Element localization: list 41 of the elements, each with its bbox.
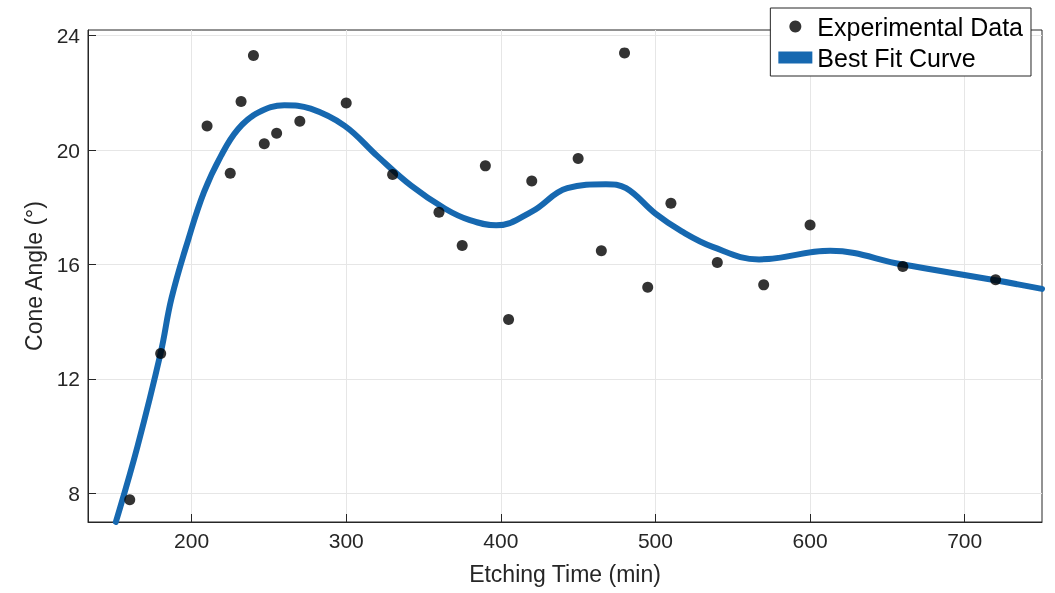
point (503, 313, 515, 325)
x-tick-label: 600 (792, 529, 828, 552)
point (294, 115, 306, 127)
point (665, 197, 677, 209)
y-tick-label: 8 (68, 481, 80, 505)
x-tick-label: 300 (328, 529, 364, 552)
point (758, 279, 770, 291)
point (897, 261, 909, 273)
x-tick-label: 700 (947, 529, 983, 552)
y-tick-label: 12 (56, 367, 80, 391)
x-tick-label: 500 (637, 529, 673, 552)
point (433, 206, 445, 218)
point (479, 160, 491, 172)
point (155, 348, 167, 360)
point (526, 175, 538, 187)
y-tick-label: 20 (56, 138, 80, 162)
point (201, 120, 213, 132)
y-axis-title: Cone Angle (°) (21, 201, 48, 351)
point (595, 245, 607, 257)
point (619, 47, 631, 59)
point (258, 138, 270, 150)
x-axis-title: Etching Time (min) (469, 560, 661, 587)
point (990, 274, 1002, 286)
point (572, 152, 584, 164)
point (711, 257, 723, 269)
legend-label: Best Fit Curve (817, 43, 976, 72)
point (124, 494, 136, 506)
point (247, 49, 259, 61)
legend-label: Experimental Data (817, 12, 1024, 41)
point (804, 219, 816, 231)
point (235, 96, 247, 108)
y-tick-label: 24 (56, 24, 81, 48)
point (387, 168, 399, 180)
point (224, 167, 236, 179)
x-tick-label: 200 (174, 529, 210, 552)
x-tick-label: 400 (483, 529, 519, 552)
point (271, 127, 283, 139)
point (642, 281, 654, 293)
y-tick-label: 16 (56, 253, 80, 277)
point (456, 239, 468, 251)
point (340, 97, 352, 109)
